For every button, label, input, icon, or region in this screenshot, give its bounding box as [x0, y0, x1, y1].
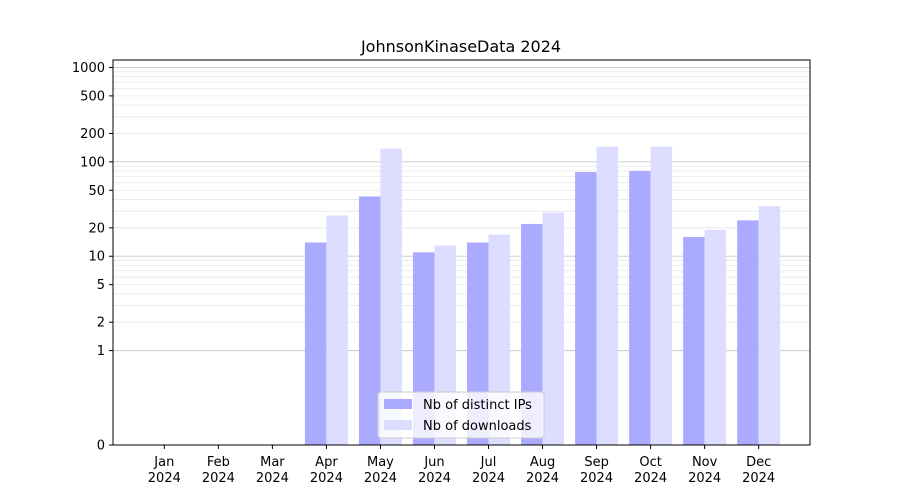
x-tick-label: Oct 2024	[634, 455, 667, 486]
x-tick-label: Jun 2024	[418, 455, 451, 486]
x-tick-label: Nov 2024	[688, 455, 721, 486]
x-tick-label: Jul 2024	[472, 455, 505, 486]
bar-downloads	[542, 212, 565, 445]
x-tick-label: Sep 2024	[580, 455, 613, 486]
bar-distinct-ips	[683, 236, 705, 445]
chart-title: JohnsonKinaseData 2024	[360, 37, 561, 56]
bar-distinct-ips	[737, 220, 759, 445]
y-tick-label: 1	[97, 344, 105, 359]
legend-label: Nb of distinct IPs	[423, 398, 532, 413]
bar-distinct-ips	[629, 171, 651, 446]
bar-downloads	[380, 148, 402, 445]
x-tick-label: Aug 2024	[526, 455, 559, 486]
legend-swatch	[384, 420, 412, 430]
y-tick-label: 200	[80, 127, 105, 142]
x-tick-label: Feb 2024	[202, 455, 235, 486]
legend-swatch	[384, 399, 412, 409]
x-tick-label: Jan 2024	[148, 455, 181, 486]
x-tick-label: May 2024	[364, 455, 397, 486]
bar-downloads	[650, 146, 673, 445]
x-tick-label: Mar 2024	[256, 455, 289, 486]
x-tick-label: Apr 2024	[310, 455, 343, 486]
bar-distinct-ips	[521, 223, 543, 445]
legend-label: Nb of downloads	[423, 419, 532, 434]
bar-distinct-ips	[575, 172, 597, 445]
y-tick-label: 100	[80, 155, 105, 170]
legend-box	[377, 391, 545, 439]
plot-frame	[112, 59, 811, 446]
bar-downloads	[704, 229, 727, 445]
bar-downloads	[596, 146, 619, 445]
y-tick-label: 50	[88, 184, 105, 199]
y-tick-label: 500	[80, 89, 105, 104]
bar-distinct-ips	[358, 196, 381, 445]
y-tick-label: 5	[97, 278, 105, 293]
bar-downloads	[758, 206, 781, 445]
y-tick-label: 0	[97, 439, 105, 454]
bar-downloads	[326, 215, 348, 445]
bar-distinct-ips	[304, 242, 327, 445]
x-tick-label: Dec 2024	[742, 455, 775, 486]
y-tick-label: 10	[88, 250, 105, 265]
y-tick-label: 20	[88, 221, 105, 236]
y-tick-label: 2	[97, 316, 105, 331]
y-tick-label: 1000	[72, 61, 105, 76]
